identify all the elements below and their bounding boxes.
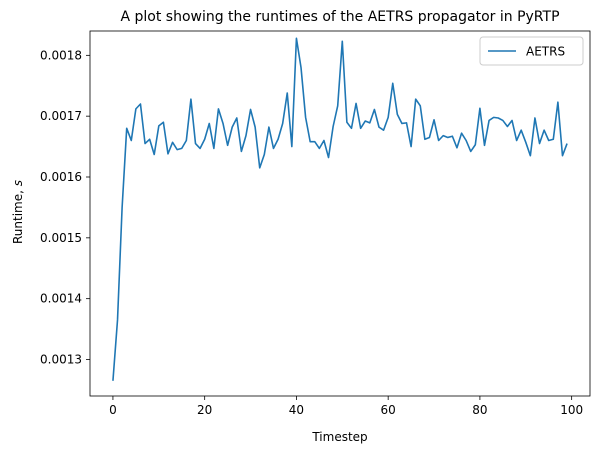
y-axis-label: Runtime, s bbox=[11, 180, 25, 244]
y-tick-label: 0.0018 bbox=[40, 48, 82, 62]
x-axis: 0 20 40 60 80 100 bbox=[109, 396, 583, 417]
x-tick-label: 40 bbox=[289, 403, 304, 417]
chart-title: A plot showing the runtimes of the AETRS… bbox=[120, 9, 559, 25]
y-tick-label: 0.0016 bbox=[40, 170, 82, 184]
legend-box bbox=[479, 36, 584, 66]
x-tick-label: 20 bbox=[197, 403, 212, 417]
plot-area bbox=[89, 30, 591, 397]
y-tick-label: 0.0017 bbox=[40, 109, 82, 123]
legend-label: AETRS bbox=[526, 45, 565, 59]
y-tick-label: 0.0015 bbox=[40, 231, 82, 245]
axes-frame bbox=[89, 30, 591, 397]
x-tick-label: 100 bbox=[560, 403, 583, 417]
legend: AETRS bbox=[479, 36, 584, 66]
y-axis: 0.0013 0.0014 0.0015 0.0016 0.0017 0.0018 bbox=[40, 48, 90, 367]
x-axis-label: Timestep bbox=[311, 430, 367, 444]
series-line-aetrs bbox=[112, 37, 568, 381]
x-tick-label: 0 bbox=[109, 403, 117, 417]
y-tick-label: 0.0014 bbox=[40, 292, 82, 306]
y-tick-label: 0.0013 bbox=[40, 353, 82, 367]
x-tick-label: 60 bbox=[381, 403, 396, 417]
x-tick-label: 80 bbox=[472, 403, 487, 417]
